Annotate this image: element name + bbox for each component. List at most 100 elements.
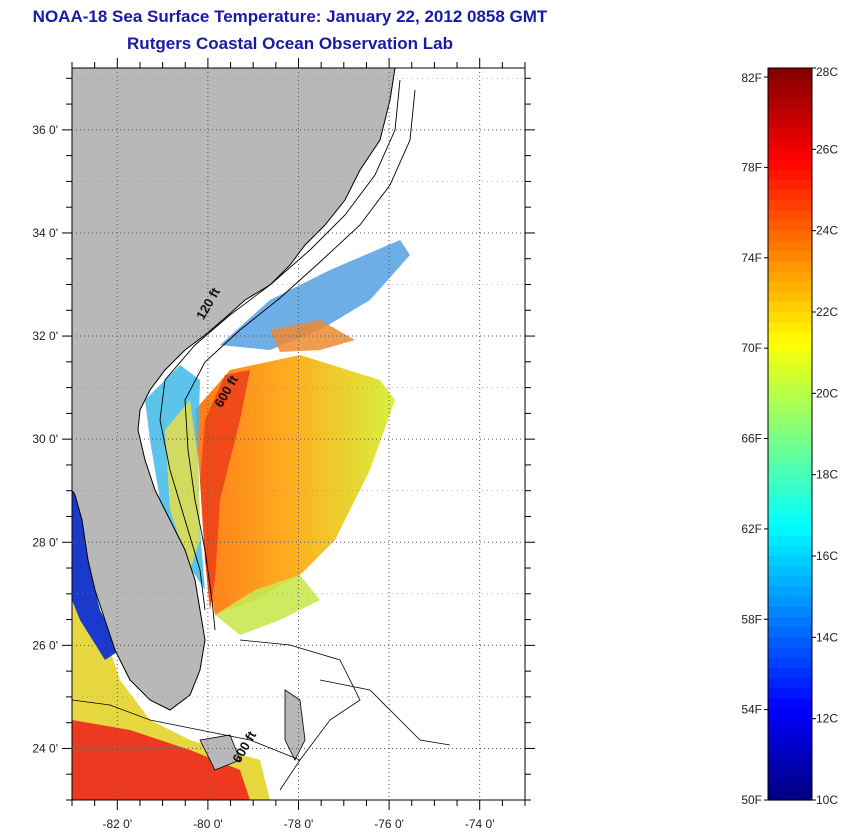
colorbar-block xyxy=(768,383,812,394)
colorbar-block xyxy=(768,627,812,638)
colorbar-block xyxy=(768,545,812,557)
colorbar-block xyxy=(768,108,812,120)
colorbar-block xyxy=(768,393,812,405)
map-gridlines xyxy=(72,68,525,800)
sst-gulfstream-core xyxy=(200,370,250,610)
colorbar-c-label: 26C xyxy=(816,142,838,156)
colorbar-block xyxy=(768,708,812,720)
colorbar-block xyxy=(768,98,812,110)
colorbar-c-labels: 28C 26C 24C 22C 20C 18C 16C 14C 12C 10C xyxy=(812,65,838,807)
colorbar-c-label: 14C xyxy=(816,630,838,644)
island-cuba xyxy=(199,734,241,771)
colorbar-block xyxy=(768,413,812,425)
colorbar-block xyxy=(768,769,812,781)
colorbar-block xyxy=(768,159,812,171)
colorbar-block xyxy=(768,515,812,527)
colorbar-block xyxy=(768,342,812,354)
lat-tick-label: 34 0' xyxy=(32,226,58,240)
colorbar-frame xyxy=(767,67,813,801)
sst-north-cool xyxy=(220,240,410,350)
colorbar-c-label: 28C xyxy=(816,65,838,79)
colorbar-block xyxy=(768,759,812,771)
colorbar-c-label: 20C xyxy=(816,386,838,400)
colorbar-block xyxy=(768,779,812,791)
colorbar-block xyxy=(768,312,812,323)
lat-tick-group: 24 0' 26 0' 28 0' 30 0' 32 0' 34 0' 36 0' xyxy=(32,77,535,801)
colorbar-block xyxy=(768,444,812,455)
colorbar-block xyxy=(768,149,812,161)
colorbar-block xyxy=(768,169,812,181)
colorbar-f-label: 62F xyxy=(741,522,762,536)
colorbar-block xyxy=(768,220,812,232)
lat-tick-label: 28 0' xyxy=(32,535,58,549)
colorbar-block xyxy=(768,179,812,191)
colorbar-block xyxy=(768,606,812,618)
colorbar-block xyxy=(768,434,812,445)
colorbar-block xyxy=(768,362,812,374)
contour-keys xyxy=(72,699,301,761)
colorbar-c-label: 18C xyxy=(816,468,838,482)
colorbar-block xyxy=(768,698,812,710)
colorbar-block xyxy=(768,373,812,384)
colorbar-block xyxy=(768,139,812,150)
lat-tick-label: 24 0' xyxy=(32,741,58,755)
colorbar-f-label: 74F xyxy=(741,251,762,265)
colorbar-block xyxy=(768,728,812,740)
lat-tick-label: 30 0' xyxy=(32,432,58,446)
sst-warm-region xyxy=(195,355,395,615)
colorbar-block xyxy=(768,667,812,679)
colorbar-block xyxy=(768,678,812,689)
colorbar-block xyxy=(768,129,812,140)
colorbar-block xyxy=(768,718,812,730)
lon-tick-group: -82 0' -80 0' -78 0' -76 0' -74 0' xyxy=(71,58,526,831)
colorbar-f-label: 78F xyxy=(741,160,762,174)
colorbar-block xyxy=(768,495,812,506)
colorbar-c-label: 16C xyxy=(816,549,838,563)
colorbar-block xyxy=(768,68,812,79)
colorbar-c-label: 12C xyxy=(816,712,838,726)
colorbar-blocks xyxy=(768,68,812,801)
colorbar-c-label: 22C xyxy=(816,305,838,319)
colorbar-block xyxy=(768,637,812,649)
colorbar-f-label: 82F xyxy=(741,71,762,85)
colorbar-block xyxy=(768,291,812,303)
colorbar-block xyxy=(768,525,812,537)
colorbar-block xyxy=(768,240,812,252)
map-plot-area xyxy=(72,68,451,800)
colorbar-f-label: 70F xyxy=(741,341,762,355)
lat-tick-label: 26 0' xyxy=(32,638,58,652)
colorbar-block xyxy=(768,251,812,262)
colorbar-block xyxy=(768,210,812,222)
colorbar-block xyxy=(768,789,812,801)
lon-tick-label: -80 0' xyxy=(193,817,223,831)
colorbar-block xyxy=(768,576,812,588)
colorbar-block xyxy=(768,739,812,750)
colorbar-c-label: 10C xyxy=(816,793,838,807)
colorbar-block xyxy=(768,322,812,333)
colorbar-block xyxy=(768,301,812,313)
colorbar-block xyxy=(768,423,812,435)
colorbar-block xyxy=(768,657,812,669)
colorbar-block xyxy=(768,566,812,577)
colorbar-block xyxy=(768,261,812,272)
lon-tick-label: -76 0' xyxy=(374,817,404,831)
colorbar-block xyxy=(768,78,812,89)
colorbar-block xyxy=(768,88,812,100)
map-subtitle: Rutgers Coastal Ocean Observation Lab xyxy=(127,34,453,53)
colorbar-block xyxy=(768,647,812,659)
sst-bahamas-patch xyxy=(215,575,320,635)
colorbar-block xyxy=(768,118,812,130)
lon-tick-label: -78 0' xyxy=(284,817,314,831)
colorbar-block xyxy=(768,586,812,598)
lat-tick-label: 32 0' xyxy=(32,329,58,343)
sst-gulf-red xyxy=(72,720,250,800)
colorbar-f-label: 58F xyxy=(741,612,762,626)
lat-tick-label: 36 0' xyxy=(32,123,58,137)
colorbar-block xyxy=(768,200,812,211)
land-mass xyxy=(72,68,396,711)
colorbar-f-label: 50F xyxy=(741,793,762,807)
colorbar-block xyxy=(768,271,812,283)
contour-120ft xyxy=(159,79,401,611)
